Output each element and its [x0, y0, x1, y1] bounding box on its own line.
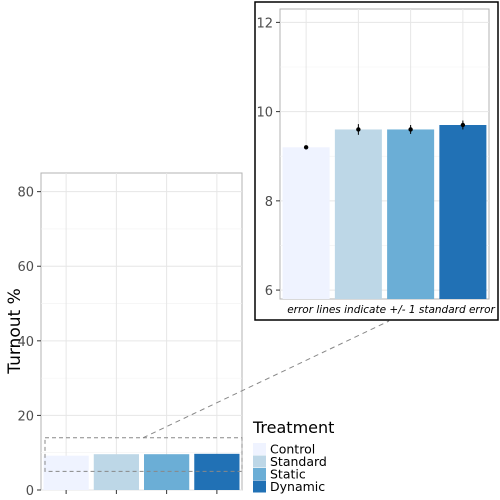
main-bar-dynamic [194, 453, 240, 490]
inset-mean-point [356, 127, 361, 132]
legend-swatch-control [253, 443, 266, 455]
inset-y-axis-ticks: 6 8 10 12 [256, 16, 280, 299]
main-bar-control [43, 455, 89, 490]
legend-label-static: Static [270, 467, 306, 482]
inset-chart-panel: 6 8 10 12 error lines indicate +/- 1 standa… [254, 1, 499, 321]
legend-title: Treatment [252, 418, 334, 437]
legend-swatch-dynamic [253, 480, 266, 493]
main-y-tick-label: 80 [17, 186, 34, 201]
inset-mean-point [460, 122, 466, 128]
inset-annotation: error lines indicate +/- 1 standard erro… [287, 304, 495, 316]
inset-y-tick-label: 6 [265, 284, 273, 299]
inset-bar-static [387, 129, 435, 299]
inset-y-tick-label: 12 [256, 16, 273, 31]
main-plot-background [40, 172, 243, 491]
inset-y-tick-label: 8 [265, 195, 273, 210]
legend-label-dynamic: Dynamic [270, 479, 325, 494]
main-chart-panel: 0 20 40 60 80 Turnout % [5, 172, 243, 499]
inset-bar-control [282, 147, 330, 299]
inset-bar-dynamic [439, 125, 487, 299]
legend-swatch-static [253, 468, 266, 480]
inset-bar-standard [334, 129, 382, 299]
inset-bars [282, 125, 487, 299]
main-bar-standard [93, 454, 139, 490]
main-x-axis-ticks [65, 490, 218, 494]
inset-error-bars [303, 120, 466, 150]
legend-swatch-standard [253, 455, 266, 468]
main-y-axis-label: Turnout % [5, 288, 25, 374]
main-y-axis-ticks: 0 20 40 60 80 [17, 186, 41, 499]
main-y-tick-label: 40 [17, 335, 34, 350]
legend-label-standard: Standard [270, 454, 327, 469]
inset-mean-point [408, 127, 413, 132]
main-gridlines [41, 173, 242, 491]
main-y-tick-label: 20 [17, 409, 34, 424]
legend-label-control: Control [270, 442, 315, 457]
inset-mean-point [303, 145, 309, 150]
zoom-connector-line [142, 320, 390, 439]
main-y-tick-label: 60 [17, 260, 34, 275]
main-y-tick-label: 0 [26, 484, 34, 499]
main-bars [43, 453, 240, 490]
inset-y-tick-label: 10 [256, 106, 273, 121]
main-bar-static [144, 454, 190, 490]
